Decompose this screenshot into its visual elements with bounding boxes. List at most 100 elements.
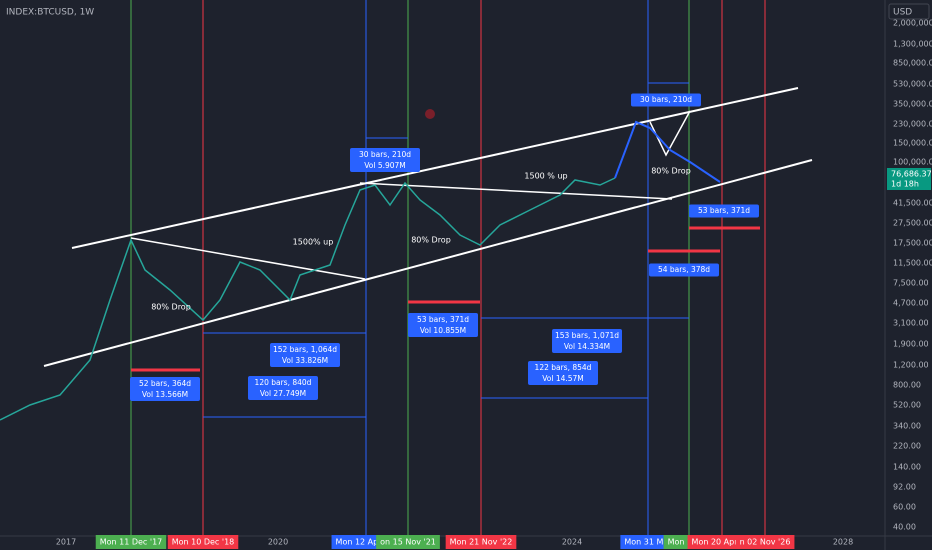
measure-box: 153 bars, 1,071d Vol 14.334M [552, 329, 622, 353]
measure-bars: 30 bars, 210d [359, 150, 411, 159]
measure-bars: 53 bars, 371d [698, 206, 750, 215]
measure-bars: 153 bars, 1,071d [555, 331, 619, 340]
measure-bars: 122 bars, 854d [535, 363, 592, 372]
symbol: INDEX:BTCUSD, 1W [6, 8, 94, 18]
last-price: 76,686.37 [891, 170, 932, 179]
measure-box: 152 bars, 1,064d Vol 33.826M [270, 343, 340, 367]
measure-vol: Vol 5.907M [364, 161, 406, 170]
date-label: Mon 20 Apr '26 [692, 538, 753, 547]
measure-bg [408, 313, 478, 337]
annotation: 1500 % up [524, 172, 567, 181]
price-label: 3,100.00 [893, 319, 929, 328]
price-label: 41,500.00 [893, 199, 932, 208]
measure-vol: Vol 14.57M [542, 374, 584, 383]
measure-box: 53 bars, 371d Vol 10.855M [408, 313, 478, 337]
annotation: 80% Drop [151, 303, 191, 312]
time-label: 2024 [562, 538, 582, 547]
trend-line [71, 87, 799, 249]
time-label: 2020 [268, 538, 288, 547]
measure-bars: 120 bars, 840d [255, 378, 312, 387]
price-label: 92.00 [893, 483, 916, 492]
date-tag [95, 535, 167, 549]
measure-bg [130, 377, 200, 401]
marker-dot [425, 109, 435, 119]
measure-bg [248, 376, 318, 400]
measure-vol: Vol 13.566M [142, 390, 188, 399]
measure-bars: 152 bars, 1,064d [273, 345, 337, 354]
measure-vol: Vol 33.826M [282, 356, 328, 365]
annotation: 80% Drop [651, 167, 691, 176]
measure-vol: Vol 27.749M [260, 389, 306, 398]
measure-bg [649, 263, 719, 277]
measure-bars: 54 bars, 378d [658, 265, 710, 274]
date-tag [167, 535, 239, 549]
trend-line [130, 237, 366, 280]
price-label: 27,500.00 [893, 219, 932, 228]
currency[interactable]: USD [893, 8, 912, 18]
measure-box: 53 bars, 371d [689, 204, 759, 218]
annotation: 1500% up [293, 238, 334, 247]
time-label: 2017 [56, 538, 76, 547]
annotation: 80% Drop [411, 236, 451, 245]
measure-box: 30 bars, 210d Vol 5.907M [350, 148, 420, 172]
measure-bg [552, 329, 622, 353]
price-trace [0, 177, 616, 421]
date-label: Mon 10 Dec '18 [172, 538, 235, 547]
date-label: Mon 21 Nov '22 [450, 538, 513, 547]
price-label: 350,000.00 [893, 100, 932, 109]
price-label: 150,000.00 [893, 139, 932, 148]
date-tag [735, 535, 795, 549]
trend-line [43, 159, 813, 367]
measure-bg [689, 204, 759, 218]
price-label: 40.00 [893, 523, 916, 532]
measure-bars: 30 bars, 210d [640, 95, 692, 104]
measure-bg [270, 343, 340, 367]
measure-bars: 52 bars, 364d [139, 379, 191, 388]
price-label: 520.00 [893, 401, 921, 410]
countdown: 1d 18h [891, 180, 919, 189]
price-label: 1,300,000.00 [893, 40, 932, 49]
time-label: 2028 [833, 538, 853, 547]
price-label: 140.00 [893, 463, 921, 472]
price-label: 220.00 [893, 442, 921, 451]
price-label: 530,000.00 [893, 80, 932, 89]
measure-box: 122 bars, 854d Vol 14.57M [528, 361, 598, 385]
price-label: 7,500.00 [893, 279, 929, 288]
price-label: 230,000.00 [893, 120, 932, 129]
price-label: 800.00 [893, 381, 921, 390]
measure-box: 54 bars, 378d [649, 263, 719, 277]
date-label: n 02 Nov '26 [740, 538, 791, 547]
measure-box: 120 bars, 840d Vol 27.749M [248, 376, 318, 400]
date-label: Mon 12 Apr '21 [336, 538, 397, 547]
measure-bars: 53 bars, 371d [417, 315, 469, 324]
price-label: 100,000.00 [893, 158, 932, 167]
last-price-tag [887, 168, 931, 190]
measure-bg [631, 93, 701, 107]
date-tag [620, 535, 676, 549]
date-label: Mon 11 Dec '17 [100, 538, 163, 547]
trend-line [359, 182, 673, 200]
measure-box: 52 bars, 364d Vol 13.566M [130, 377, 200, 401]
measure-bg [528, 361, 598, 385]
price-label: 60.00 [893, 503, 916, 512]
date-label: Mon 31 Mar [624, 538, 672, 547]
date-tag [445, 535, 517, 549]
measure-vol: Vol 10.855M [420, 326, 466, 335]
price-label: 1,900.00 [893, 340, 929, 349]
trend-line [649, 110, 691, 157]
price-label: 17,500.00 [893, 239, 932, 248]
price-label: 4,700.00 [893, 299, 929, 308]
projection-trace [614, 120, 721, 183]
price-label: 2,000,000.00 [893, 19, 932, 28]
measure-vol: Vol 14.334M [564, 342, 610, 351]
price-label: 340.00 [893, 422, 921, 431]
date-tag [376, 535, 440, 549]
price-label: 1,200.00 [893, 361, 929, 370]
currency-button[interactable] [888, 3, 930, 20]
date-label: on 15 Nov '21 [380, 538, 436, 547]
measure-box: 30 bars, 210d [631, 93, 701, 107]
price-label: 850,000.00 [893, 59, 932, 68]
measure-bg [350, 148, 420, 172]
